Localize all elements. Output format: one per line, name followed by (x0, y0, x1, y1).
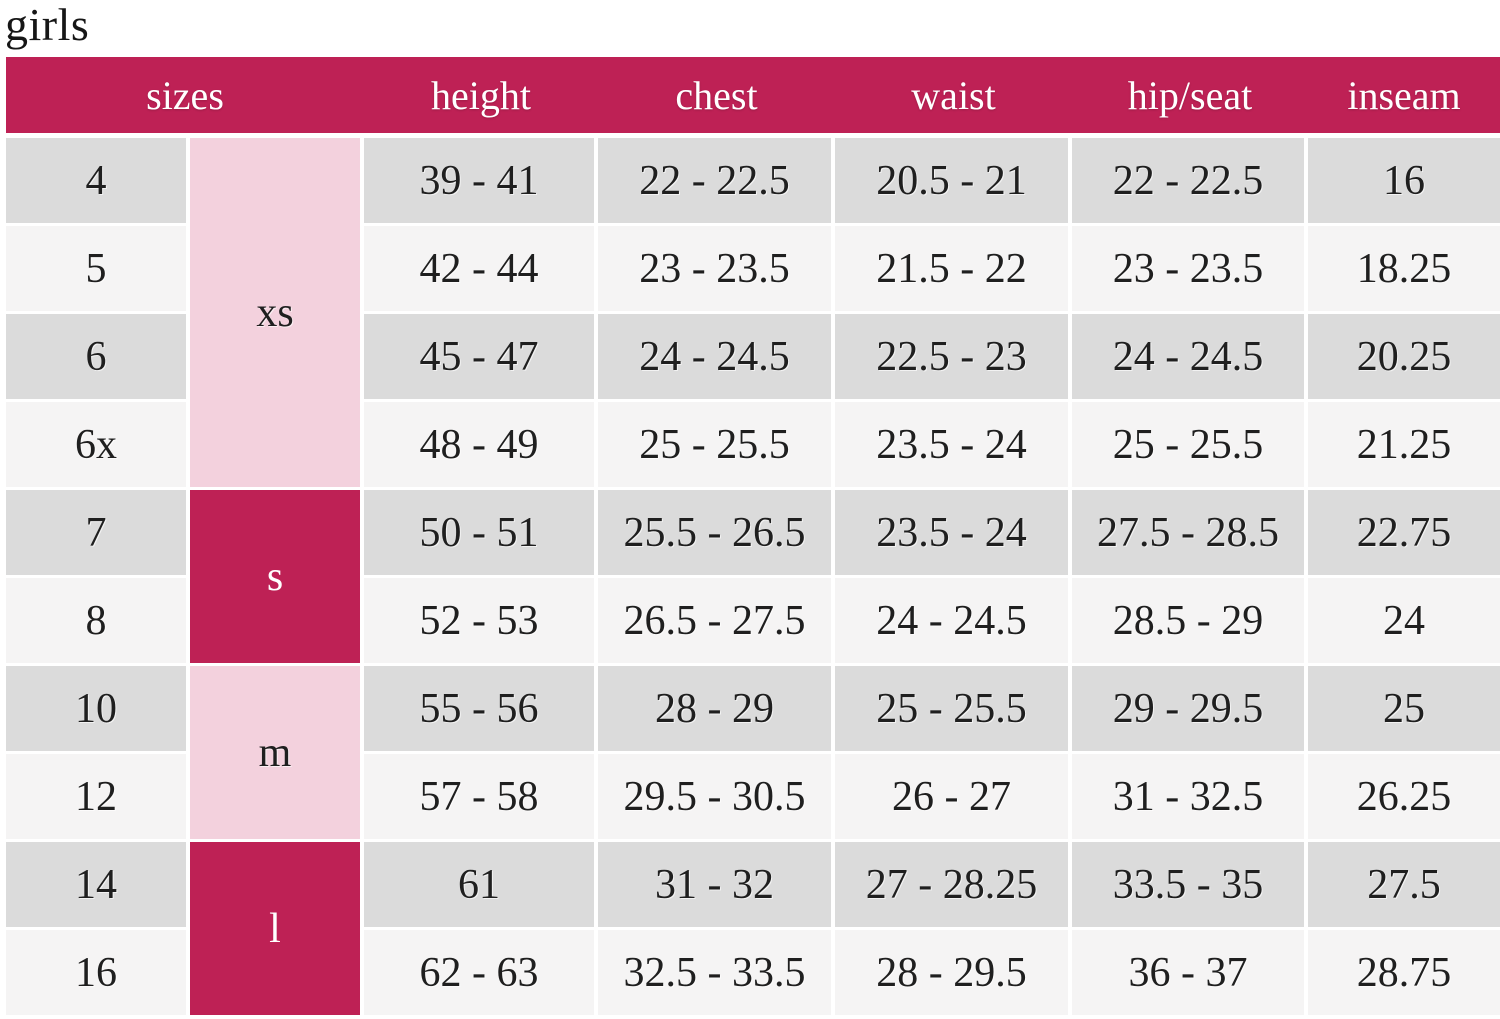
inseam-cell: 26.25 (1308, 754, 1500, 842)
inseam-cell: 20.25 (1308, 314, 1500, 402)
chest-cell: 24 - 24.5 (598, 314, 836, 402)
waist-cell: 25 - 25.5 (835, 666, 1073, 754)
size-cell: 12 (6, 754, 190, 842)
table-row: 4 xs 39 - 41 22 - 22.5 20.5 - 21 22 - 22.5 16 (6, 138, 1500, 490)
table-row: 6x 48 - 49 25 - 25.5 23.5 - 24 25 - 25.5 21.2… (6, 402, 1500, 490)
table-row: 14 l 61 31 - 32 27 - 28.25 33.5 - 35 27.5 (6, 842, 1500, 1018)
chest-cell: 26.5 - 27.5 (598, 578, 836, 666)
hip-seat-cell: 29 - 29.5 (1072, 666, 1309, 754)
waist-cell: 26 - 27 (835, 754, 1073, 842)
hip-seat-cell: 36 - 37 (1072, 930, 1309, 1018)
table-row: 16 62 - 63 32.5 - 33.5 28 - 29.5 36 - 37 28.7… (6, 930, 1500, 1018)
size-group-cell: l (190, 842, 365, 1018)
height-cell: 52 - 53 (364, 578, 599, 666)
height-cell: 39 - 41 (364, 138, 599, 226)
table-row: 6 45 - 47 24 - 24.5 22.5 - 23 24 - 24.5 20.25 (6, 314, 1500, 402)
chest-cell: 25 - 25.5 (598, 402, 836, 490)
hip-seat-cell: 24 - 24.5 (1072, 314, 1309, 402)
size-cell: 16 (6, 930, 190, 1018)
table-row: 10 m 55 - 56 28 - 29 25 - 25.5 29 - 29.5 25 (6, 666, 1500, 842)
height-cell: 62 - 63 (364, 930, 599, 1018)
page-title: girls (5, 0, 90, 50)
height-cell: 50 - 51 (364, 490, 599, 578)
waist-cell: 23.5 - 24 (835, 490, 1073, 578)
height-cell: 45 - 47 (364, 314, 599, 402)
chest-cell: 29.5 - 30.5 (598, 754, 836, 842)
hip-seat-cell: 27.5 - 28.5 (1072, 490, 1309, 578)
chest-cell: 22 - 22.5 (598, 138, 836, 226)
inseam-cell: 21.25 (1308, 402, 1500, 490)
header-sizes: sizes (6, 57, 365, 138)
size-table-body: 4 xs 39 - 41 22 - 22.5 20.5 - 21 22 - 22.5 16 5… (6, 138, 1500, 1018)
chest-cell: 32.5 - 33.5 (598, 930, 836, 1018)
waist-cell: 21.5 - 22 (835, 226, 1073, 314)
hip-seat-cell: 22 - 22.5 (1072, 138, 1309, 226)
size-group-cell: s (190, 490, 365, 666)
size-cell: 14 (6, 842, 190, 930)
title-bar: girls (0, 0, 1500, 57)
size-group-cell: xs (190, 138, 365, 490)
table-header: sizes height chest waist hip/seat inseam (6, 57, 1500, 138)
hip-seat-cell: 28.5 - 29 (1072, 578, 1309, 666)
waist-cell: 20.5 - 21 (835, 138, 1073, 226)
header-height: height (364, 57, 599, 138)
size-group-cell: m (190, 666, 365, 842)
height-cell: 42 - 44 (364, 226, 599, 314)
height-cell: 61 (364, 842, 599, 930)
size-cell: 6 (6, 314, 190, 402)
chest-cell: 23 - 23.5 (598, 226, 836, 314)
size-cell: 6x (6, 402, 190, 490)
header-row: sizes height chest waist hip/seat inseam (6, 57, 1500, 138)
inseam-cell: 25 (1308, 666, 1500, 754)
waist-cell: 23.5 - 24 (835, 402, 1073, 490)
header-inseam: inseam (1308, 57, 1500, 138)
inseam-cell: 16 (1308, 138, 1500, 226)
hip-seat-cell: 33.5 - 35 (1072, 842, 1309, 930)
size-chart-table: sizes height chest waist hip/seat inseam… (6, 57, 1500, 1018)
chest-cell: 25.5 - 26.5 (598, 490, 836, 578)
waist-cell: 22.5 - 23 (835, 314, 1073, 402)
height-cell: 55 - 56 (364, 666, 599, 754)
waist-cell: 24 - 24.5 (835, 578, 1073, 666)
header-hip-seat: hip/seat (1072, 57, 1309, 138)
size-cell: 8 (6, 578, 190, 666)
table-row: 5 42 - 44 23 - 23.5 21.5 - 22 23 - 23.5 18.25 (6, 226, 1500, 314)
waist-cell: 28 - 29.5 (835, 930, 1073, 1018)
header-waist: waist (835, 57, 1073, 138)
inseam-cell: 22.75 (1308, 490, 1500, 578)
hip-seat-cell: 25 - 25.5 (1072, 402, 1309, 490)
size-cell: 4 (6, 138, 190, 226)
inseam-cell: 24 (1308, 578, 1500, 666)
table-row: 7 s 50 - 51 25.5 - 26.5 23.5 - 24 27.5 - 28.5… (6, 490, 1500, 666)
hip-seat-cell: 23 - 23.5 (1072, 226, 1309, 314)
inseam-cell: 28.75 (1308, 930, 1500, 1018)
height-cell: 57 - 58 (364, 754, 599, 842)
table-row: 8 52 - 53 26.5 - 27.5 24 - 24.5 28.5 - 29 24 (6, 578, 1500, 666)
size-cell: 5 (6, 226, 190, 314)
inseam-cell: 27.5 (1308, 842, 1500, 930)
header-chest: chest (598, 57, 836, 138)
table-row: 12 57 - 58 29.5 - 30.5 26 - 27 31 - 32.5 26.2… (6, 754, 1500, 842)
height-cell: 48 - 49 (364, 402, 599, 490)
waist-cell: 27 - 28.25 (835, 842, 1073, 930)
hip-seat-cell: 31 - 32.5 (1072, 754, 1309, 842)
chest-cell: 31 - 32 (598, 842, 836, 930)
inseam-cell: 18.25 (1308, 226, 1500, 314)
chest-cell: 28 - 29 (598, 666, 836, 754)
size-cell: 7 (6, 490, 190, 578)
size-cell: 10 (6, 666, 190, 754)
